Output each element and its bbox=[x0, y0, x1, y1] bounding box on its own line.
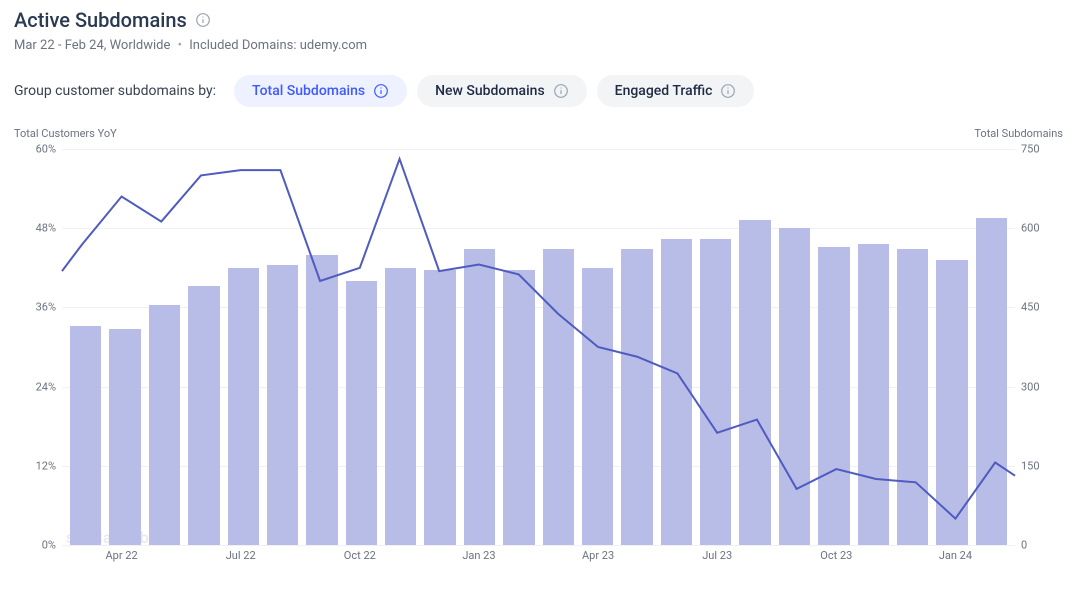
right-axis-label: Total Subdomains bbox=[974, 127, 1063, 140]
y-tick-left: 24% bbox=[22, 380, 56, 393]
included-domains-label: Included Domains: bbox=[189, 38, 296, 53]
pill-total-subdomains[interactable]: Total Subdomains bbox=[234, 75, 407, 107]
x-tick: Jul 23 bbox=[702, 549, 732, 562]
pill-new-subdomains[interactable]: New Subdomains bbox=[417, 75, 587, 107]
pill-label: New Subdomains bbox=[435, 83, 545, 99]
y-tick-right: 300 bbox=[1021, 380, 1055, 393]
y-tick-left: 12% bbox=[22, 459, 56, 472]
info-icon bbox=[720, 83, 736, 99]
date-range: Mar 22 - Feb 24, Worldwide bbox=[14, 38, 170, 53]
y-tick-right: 600 bbox=[1021, 222, 1055, 235]
yoy-line bbox=[62, 159, 1015, 519]
pill-label: Total Subdomains bbox=[252, 83, 365, 99]
info-icon bbox=[373, 83, 389, 99]
x-tick: Jan 24 bbox=[939, 549, 972, 562]
x-tick: Oct 23 bbox=[820, 549, 852, 562]
pill-label: Engaged Traffic bbox=[615, 83, 713, 99]
y-tick-right: 0 bbox=[1021, 539, 1055, 552]
x-axis: Apr 22 Jul 22 Oct 22 Jan 23 Apr 23 Jul 23 Oct … bbox=[62, 549, 1015, 567]
line-layer bbox=[62, 149, 1015, 545]
info-icon[interactable] bbox=[195, 12, 211, 28]
x-tick: Apr 23 bbox=[582, 549, 614, 562]
y-tick-right: 750 bbox=[1021, 143, 1055, 156]
left-axis-label: Total Customers YoY bbox=[14, 127, 117, 140]
pill-engaged-traffic[interactable]: Engaged Traffic bbox=[597, 75, 755, 107]
included-domains-value: udemy.com bbox=[300, 38, 367, 53]
y-tick-left: 0% bbox=[22, 539, 56, 552]
y-tick-left: 60% bbox=[22, 143, 56, 156]
y-tick-right: 150 bbox=[1021, 459, 1055, 472]
controls-row: Group customer subdomains by: Total Subd… bbox=[14, 75, 1063, 107]
group-by-label: Group customer subdomains by: bbox=[14, 83, 216, 99]
chart: Total Customers YoY Total Subdomains sim… bbox=[14, 127, 1063, 567]
x-tick: Jan 23 bbox=[462, 549, 495, 562]
page-title: Active Subdomains bbox=[14, 8, 187, 32]
x-tick: Jul 22 bbox=[226, 549, 256, 562]
y-tick-right: 450 bbox=[1021, 301, 1055, 314]
y-tick-left: 48% bbox=[22, 222, 56, 235]
y-tick-left: 36% bbox=[22, 301, 56, 314]
pill-group: Total Subdomains New Subdomains Engaged Tr… bbox=[234, 75, 754, 107]
subtitle: Mar 22 - Feb 24, Worldwide • Included Do… bbox=[14, 38, 1063, 53]
plot-area: similarweb 0%012%15024%30036%45048%60060… bbox=[62, 149, 1015, 545]
x-tick: Apr 22 bbox=[105, 549, 137, 562]
info-icon bbox=[553, 83, 569, 99]
chart-panel: Active Subdomains Mar 22 - Feb 24, World… bbox=[0, 0, 1077, 567]
x-tick: Oct 22 bbox=[344, 549, 376, 562]
title-row: Active Subdomains bbox=[14, 8, 1063, 32]
grid-line bbox=[62, 545, 1015, 546]
